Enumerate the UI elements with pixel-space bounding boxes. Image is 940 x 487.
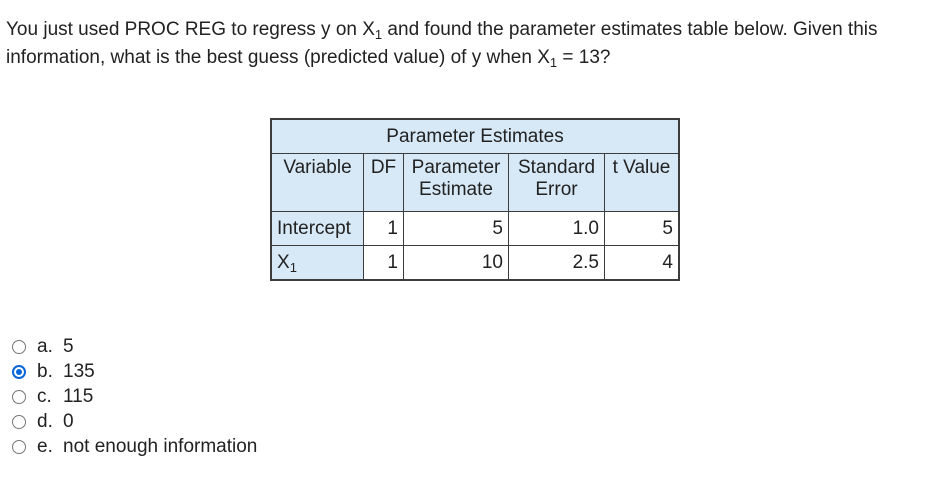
answer-options: a. 5 b. 135 c. 115 d. 0 e. not enough in… [12, 334, 257, 459]
cell-df: 1 [363, 211, 404, 246]
question-subscript-1: 1 [374, 27, 383, 42]
question-part-1: You just used PROC REG to regress y on X [6, 19, 375, 40]
row-variable-x1: X1 [270, 245, 364, 281]
header-t-value: t Value [604, 153, 680, 212]
option-letter: e. [37, 435, 53, 457]
question-subscript-2: 1 [549, 55, 558, 70]
cell-estimate: 5 [403, 211, 509, 246]
table-caption: Parameter Estimates [270, 118, 680, 154]
cell-standard-error: 1.0 [508, 211, 605, 246]
option-text: 115 [63, 385, 94, 407]
cell-df: 1 [363, 245, 404, 281]
question-part-3: = 13? [557, 47, 611, 68]
radio-button-icon[interactable] [12, 364, 26, 379]
option-c[interactable]: c. 115 [12, 384, 257, 409]
cell-t-value: 5 [604, 211, 680, 246]
option-text: not enough information [63, 435, 258, 457]
option-text: 0 [63, 410, 74, 432]
question-text: You just used PROC REG to regress y on X… [6, 16, 934, 72]
radio-button-icon[interactable] [12, 389, 26, 404]
option-text: 5 [63, 335, 74, 357]
header-standard-error: Standard Error [508, 153, 605, 212]
parameter-estimates-table: Parameter Estimates Variable DF Paramete… [270, 118, 680, 281]
option-letter: a. [37, 335, 53, 357]
option-letter: b. [37, 360, 53, 382]
question-part-2: and found the parameter estimates table … [6, 19, 878, 68]
option-e[interactable]: e. not enough information [12, 434, 257, 459]
option-b[interactable]: b. 135 [12, 359, 257, 384]
radio-button-icon[interactable] [12, 439, 26, 454]
option-a[interactable]: a. 5 [12, 334, 257, 359]
cell-estimate: 10 [403, 245, 509, 281]
option-letter: c. [37, 385, 52, 407]
cell-standard-error: 2.5 [508, 245, 605, 281]
header-estimate: Parameter Estimate [403, 153, 509, 212]
table-row: Intercept 1 5 1.0 5 [270, 211, 680, 246]
option-text: 135 [63, 360, 95, 382]
cell-t-value: 4 [604, 245, 680, 281]
radio-button-icon[interactable] [12, 339, 26, 354]
option-letter: d. [37, 410, 53, 432]
row-variable-intercept: Intercept [270, 211, 364, 246]
header-variable: Variable [270, 153, 364, 212]
header-df: DF [363, 153, 404, 212]
option-d[interactable]: d. 0 [12, 409, 257, 434]
table-row: X1 1 10 2.5 4 [270, 245, 680, 281]
radio-button-icon[interactable] [12, 414, 26, 429]
